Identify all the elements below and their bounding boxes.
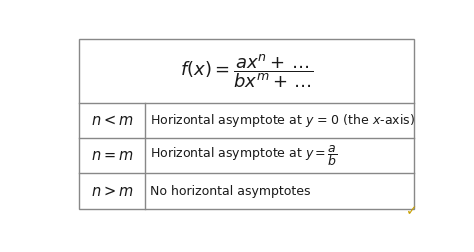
Text: $\mathit{n} = \mathit{m}$: $\mathit{n} = \mathit{m}$ (91, 148, 133, 163)
Text: $\mathit{f}(x) = \dfrac{ax^n + \,\ldots}{bx^m + \,\ldots}$: $\mathit{f}(x) = \dfrac{ax^n + \,\ldots}… (180, 52, 313, 90)
Text: $\mathit{n} > \mathit{m}$: $\mathit{n} > \mathit{m}$ (91, 183, 133, 199)
Text: $\mathit{n} < \mathit{m}$: $\mathit{n} < \mathit{m}$ (91, 113, 133, 128)
Text: Horizontal asymptote at $y$ = 0 (the $x$-axis): Horizontal asymptote at $y$ = 0 (the $x$… (150, 112, 415, 129)
Bar (80, 39, 414, 209)
Text: Horizontal asymptote at $y = \dfrac{a}{b}$: Horizontal asymptote at $y = \dfrac{a}{b… (150, 143, 338, 168)
Text: ✓: ✓ (406, 204, 418, 218)
Text: No horizontal asymptotes: No horizontal asymptotes (150, 184, 310, 198)
